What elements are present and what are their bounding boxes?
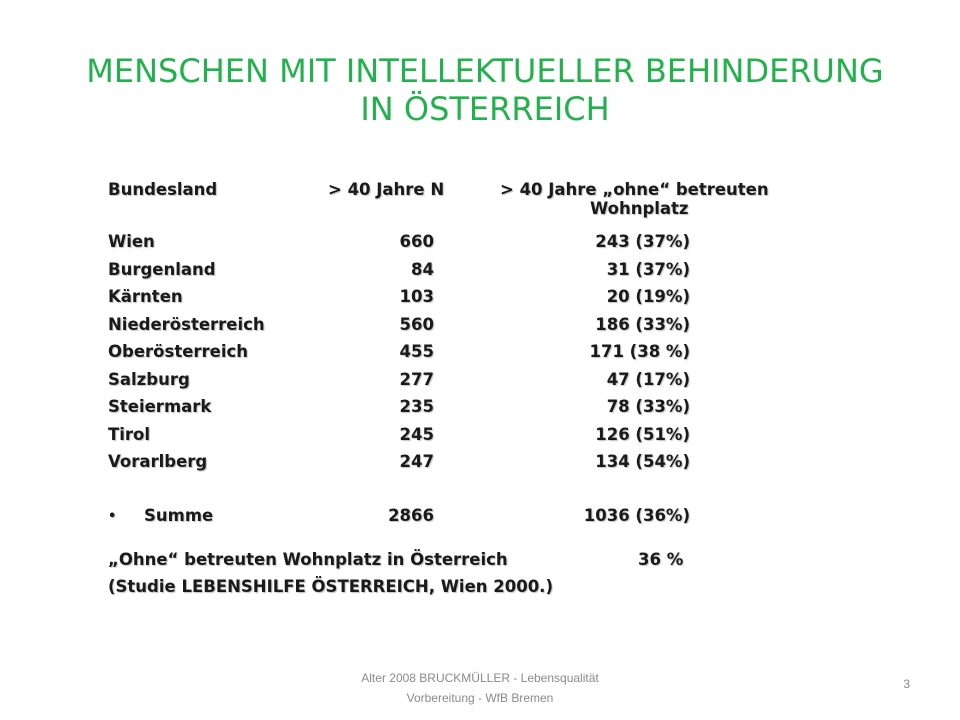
note-line-1: „Ohne“ betreuten Wohnplatz in Österreich… — [108, 550, 683, 569]
footer-line-2: Vorbereitung - WfB Bremen — [406, 691, 554, 705]
cell-ohne: 171 (38 %) — [589, 342, 690, 361]
cell-n: 560 — [399, 314, 434, 334]
cell-land: Steiermark — [108, 397, 212, 416]
cell-land: Vorarlberg — [108, 452, 208, 471]
cell-land: Niederösterreich — [108, 314, 265, 334]
cell-ohne: 134 (54%) — [595, 452, 690, 471]
cell-land: Wien — [108, 232, 155, 251]
page-number: 3 — [903, 677, 910, 691]
summary-n: 2866 — [388, 505, 434, 525]
cell-n: 277 — [399, 369, 434, 389]
note-text: „Ohne“ betreuten Wohnplatz in Österreich — [108, 550, 508, 569]
title-line-1: MENSCHEN MIT INTELLEKTUELLER BEHINDERUNG — [86, 52, 884, 90]
note-line-2: (Studie LEBENSHILFE ÖSTERREICH, Wien 200… — [108, 577, 553, 596]
cell-ohne: 126 (51%) — [595, 424, 690, 444]
summary-ohne: 1036 (36%) — [583, 505, 690, 525]
cell-n: 103 — [399, 287, 434, 306]
title-line-2: IN ÖSTERREICH — [360, 90, 610, 128]
summary-label: Summe — [144, 505, 214, 525]
cell-land: Salzburg — [108, 369, 190, 389]
cell-n: 84 — [411, 259, 434, 279]
footer-line-1: Alter 2008 BRUCKMÜLLER - Lebensqualität — [361, 671, 599, 685]
header-bundesland: Bundesland — [108, 180, 218, 199]
cell-ohne: 186 (33%) — [595, 314, 690, 334]
bullet-icon: • — [108, 508, 117, 524]
note-value: 36 % — [638, 550, 684, 569]
header-ohne-line2: Wohnplatz — [590, 199, 689, 218]
cell-ohne: 78 (33%) — [606, 397, 690, 416]
cell-n: 235 — [399, 397, 434, 416]
header-n: > 40 Jahre N — [328, 180, 445, 199]
cell-n: 660 — [399, 232, 434, 251]
cell-ohne: 31 (37%) — [606, 259, 690, 279]
cell-ohne: 20 (19%) — [606, 287, 690, 306]
footer: Alter 2008 BRUCKMÜLLER - Lebensqualität … — [300, 668, 660, 708]
cell-land: Kärnten — [108, 287, 183, 306]
slide-title: MENSCHEN MIT INTELLEKTUELLER BEHINDERUNG… — [70, 52, 900, 128]
cell-ohne: 47 (17%) — [606, 369, 690, 389]
cell-n: 247 — [399, 452, 434, 471]
cell-land: Oberösterreich — [108, 342, 249, 361]
header-ohne: > 40 Jahre „ohne“ betreuten Wohnplatz — [500, 180, 769, 218]
cell-n: 455 — [399, 342, 434, 361]
cell-n: 245 — [399, 424, 434, 444]
cell-ohne: 243 (37%) — [595, 232, 690, 251]
cell-land: Tirol — [108, 424, 151, 444]
header-ohne-line1: > 40 Jahre „ohne“ betreuten — [500, 180, 769, 199]
cell-land: Burgenland — [108, 259, 216, 279]
